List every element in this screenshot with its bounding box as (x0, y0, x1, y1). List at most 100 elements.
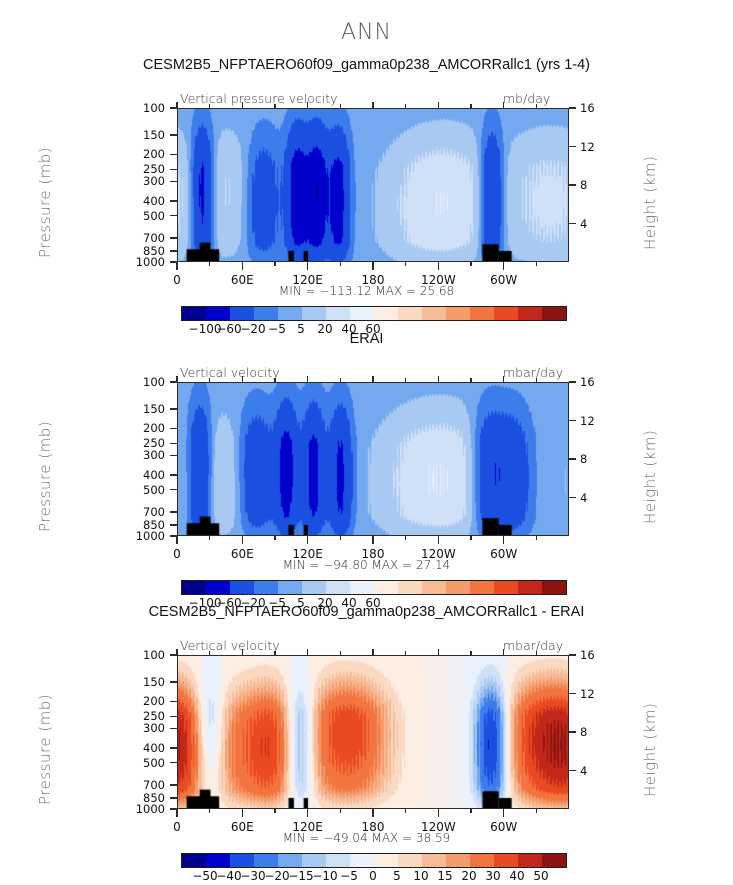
longitude-tick (241, 809, 244, 817)
longitude-tick-top (502, 102, 505, 108)
colorbar-cell (182, 307, 206, 320)
longitude-tick-label: 180 (361, 547, 385, 561)
pressure-tick-label: 250 (143, 162, 165, 177)
longitude-tick-top (176, 376, 178, 382)
longitude-minor-tick (274, 262, 276, 266)
longitude-minor-tick-top (274, 378, 276, 382)
colorbar-cell (446, 854, 470, 867)
colorbar-tick-label: −30 (240, 869, 266, 883)
pressure-tick (170, 237, 177, 239)
pressure-tick-label: 1000 (135, 255, 165, 269)
longitude-tick-top (502, 376, 505, 382)
pressure-tick (170, 261, 177, 263)
colorbar-cell (230, 307, 254, 320)
pressure-tick (170, 107, 177, 109)
longitude-tick-label: 0 (173, 547, 181, 561)
colorbar-tick-label: 20 (317, 322, 333, 336)
longitude-tick-label: 120W (420, 547, 456, 561)
height-tick (569, 145, 576, 148)
colorbar-cell (446, 307, 470, 320)
contour-field (178, 383, 568, 535)
height-tick-label: 4 (580, 216, 588, 231)
height-tick (569, 731, 576, 733)
longitude-tick-label: 60E (230, 547, 254, 561)
pressure-tick-label: 200 (143, 147, 165, 162)
colorbar-cell (206, 854, 230, 867)
colorbar-tick-label: 5 (297, 322, 305, 336)
longitude-tick (502, 262, 505, 270)
longitude-tick-label: 60E (230, 273, 254, 287)
colorbar-cell (494, 854, 518, 867)
height-tick (569, 496, 576, 499)
pressure-tick-label: 150 (143, 675, 165, 690)
longitude-tick (306, 262, 309, 270)
longitude-tick-label: 120E (292, 273, 323, 287)
pressure-tick-label: 850 (143, 791, 165, 806)
colorbar-tick-label: −5 (340, 869, 358, 883)
height-tick (569, 769, 576, 772)
panel-title: CESM2B5_NFPTAERO60f09_gamma0p238_AMCORRa… (143, 57, 590, 73)
longitude-minor-tick-top (405, 378, 407, 382)
pressure-tick (170, 474, 177, 476)
longitude-tick-label: 120E (292, 547, 323, 561)
longitude-minor-tick-top (339, 651, 341, 655)
colorbar-labels: −100 −60 −20 −5 5 20 40 60 (181, 596, 565, 612)
variable-label: Vertical velocity (180, 365, 280, 380)
colorbar (181, 580, 567, 595)
pressure-tick (170, 524, 177, 526)
colorbar-labels: −100 −60 −20 −5 5 20 40 60 (181, 322, 565, 338)
longitude-minor-tick (339, 536, 341, 540)
colorbar-tick-label: 40 (341, 596, 357, 610)
colorbar-cell (350, 581, 374, 594)
pressure-tick (170, 535, 177, 537)
longitude-tick-top (372, 376, 374, 382)
colorbar-tick-label: 40 (509, 869, 525, 883)
colorbar-cell (182, 581, 206, 594)
colorbar-cell (518, 307, 542, 320)
height-tick (569, 107, 576, 109)
longitude-tick-label: 120E (292, 820, 323, 834)
pressure-tick (170, 488, 177, 491)
longitude-minor-tick (535, 809, 537, 813)
longitude-tick-top (176, 649, 178, 655)
pressure-tick (170, 681, 177, 683)
pressure-tick (170, 700, 177, 703)
plot-area (177, 382, 569, 536)
colorbar-cell (494, 307, 518, 320)
longitude-minor-tick (535, 536, 537, 540)
longitude-minor-tick (470, 536, 472, 540)
height-tick (569, 381, 576, 383)
longitude-minor-tick-top (470, 651, 472, 655)
longitude-minor-tick (405, 536, 407, 540)
colorbar-cell (374, 581, 398, 594)
pressure-tick-label: 150 (143, 128, 165, 143)
longitude-tick-label: 180 (361, 820, 385, 834)
longitude-minor-tick-top (274, 104, 276, 108)
colorbar-tick-label: 60 (365, 322, 381, 336)
pressure-tick (170, 180, 177, 183)
colorbar-cell (422, 307, 446, 320)
pressure-tick (170, 747, 177, 749)
colorbar-tick-label: −10 (312, 869, 338, 883)
pressure-tick (170, 200, 177, 202)
pressure-tick-label: 1000 (135, 529, 165, 543)
colorbar-cell (230, 581, 254, 594)
pressure-tick-label: 200 (143, 421, 165, 436)
longitude-tick-top (306, 376, 309, 382)
pressure-tick-label: 150 (143, 402, 165, 417)
longitude-minor-tick-top (209, 651, 211, 655)
longitude-tick-top (241, 102, 244, 108)
pressure-tick-label: 250 (143, 709, 165, 724)
pressure-tick-label: 500 (143, 208, 165, 223)
pressure-tick-label: 100 (143, 101, 165, 115)
longitude-minor-tick-top (535, 104, 537, 108)
longitude-minor-tick-top (339, 104, 341, 108)
pressure-tick-label: 700 (143, 231, 165, 246)
longitude-tick-top (372, 649, 374, 655)
colorbar-tick-label: −20 (240, 596, 266, 610)
colorbar-cell (470, 581, 494, 594)
longitude-tick (437, 262, 440, 270)
pressure-tick (170, 381, 177, 383)
pressure-tick-label: 400 (143, 467, 165, 482)
colorbar-cell (302, 581, 326, 594)
